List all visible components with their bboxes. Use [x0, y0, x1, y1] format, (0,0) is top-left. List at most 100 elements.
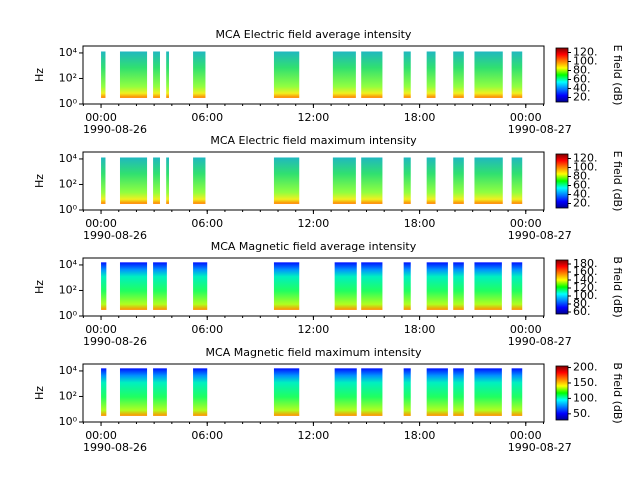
data-block: [474, 262, 502, 310]
colorbar-tick-label: 120.: [573, 46, 598, 59]
x-tick-label: 06:00: [191, 429, 223, 442]
data-block: [119, 262, 148, 310]
y-tick-label: 10⁰: [59, 309, 78, 322]
data-block: [332, 157, 356, 204]
data-block: [273, 157, 300, 204]
colorbar-label: E field (dB): [611, 151, 624, 212]
x-date-label: 1990-08-26: [83, 335, 147, 348]
panel-title: MCA Magnetic field average intensity: [211, 240, 417, 253]
colorbar: [555, 365, 569, 421]
data-block: [453, 157, 464, 204]
panel-title: MCA Electric field average intensity: [216, 28, 412, 41]
data-block: [474, 157, 503, 204]
data-block: [453, 262, 464, 310]
y-axis-label: Hz: [33, 386, 46, 400]
data-block: [453, 368, 464, 416]
data-block: [426, 368, 448, 416]
colorbar-tick-label: 180.: [573, 257, 598, 270]
colorbar-tick-label: 100.: [573, 55, 598, 68]
data-block: [426, 51, 436, 98]
colorbar-tick-label: 100.: [573, 289, 598, 302]
colorbar-tick-label: 160.: [573, 265, 598, 278]
y-tick-label: 10⁴: [59, 258, 78, 271]
data-block: [511, 368, 523, 416]
data-block: [153, 262, 167, 310]
colorbar-tick-label: 80.: [573, 64, 591, 77]
y-tick-label: 10²: [59, 389, 77, 402]
data-block: [153, 157, 160, 204]
colorbar: [555, 259, 569, 315]
y-tick-label: 10²: [59, 177, 77, 190]
data-block: [334, 368, 357, 416]
x-tick-label: 12:00: [298, 111, 330, 124]
colorbar-tick-label: 140.: [573, 273, 598, 286]
data-block: [119, 368, 148, 416]
colorbar-tick-label: 120.: [573, 152, 598, 165]
data-block: [453, 51, 464, 98]
x-tick-label: 00:00: [85, 323, 117, 336]
colorbar-tick-label: 60.: [573, 305, 591, 318]
data-block: [403, 262, 411, 310]
data-block: [511, 51, 523, 98]
x-date-label: 1990-08-27: [508, 335, 572, 348]
data-block: [361, 51, 383, 98]
x-tick-label: 12:00: [298, 217, 330, 230]
data-block: [101, 262, 107, 310]
x-tick-label: 00:00: [510, 111, 542, 124]
data-block: [426, 157, 436, 204]
y-axis-label: Hz: [33, 68, 46, 82]
x-tick-label: 06:00: [191, 111, 223, 124]
y-tick-label: 10⁴: [59, 152, 78, 165]
data-block: [474, 51, 503, 98]
x-tick-label: 00:00: [510, 323, 542, 336]
data-block: [193, 368, 208, 416]
data-block: [119, 157, 148, 204]
y-tick-label: 10⁴: [59, 364, 78, 377]
data-block: [474, 368, 502, 416]
x-date-label: 1990-08-26: [83, 229, 147, 242]
colorbar-tick-label: 50.: [573, 407, 591, 420]
x-tick-label: 06:00: [191, 217, 223, 230]
colorbar: [555, 47, 569, 103]
colorbar-tick-label: 120.: [573, 281, 598, 294]
panel-title: MCA Electric field maximum intensity: [210, 134, 417, 147]
colorbar-label: E field (dB): [611, 45, 624, 106]
x-date-label: 1990-08-27: [508, 441, 572, 454]
data-block: [101, 51, 106, 98]
colorbar-tick-label: 80.: [573, 297, 591, 310]
data-block: [101, 157, 106, 204]
data-block: [193, 262, 208, 310]
colorbar-tick-label: 200.: [573, 361, 598, 374]
y-tick-label: 10²: [59, 71, 77, 84]
x-tick-label: 00:00: [85, 429, 117, 442]
colorbar-tick-label: 150.: [573, 376, 598, 389]
x-tick-label: 00:00: [510, 217, 542, 230]
data-block: [511, 262, 523, 310]
data-block: [361, 157, 383, 204]
y-tick-label: 10⁴: [59, 46, 78, 59]
x-date-label: 1990-08-27: [508, 123, 572, 136]
data-block: [334, 262, 357, 310]
colorbar-label: B field (dB): [611, 362, 624, 423]
data-block: [403, 157, 411, 204]
colorbar-tick-label: 60.: [573, 73, 591, 86]
data-block: [166, 157, 170, 204]
colorbar-tick-label: 60.: [573, 179, 591, 192]
data-block: [403, 51, 411, 98]
data-block: [273, 262, 300, 310]
y-tick-label: 10²: [59, 283, 77, 296]
x-tick-label: 18:00: [404, 217, 436, 230]
y-tick-label: 10⁰: [59, 97, 78, 110]
y-tick-label: 10⁰: [59, 415, 78, 428]
colorbar: [555, 153, 569, 209]
data-block: [361, 262, 383, 310]
colorbar-tick-label: 100.: [573, 391, 598, 404]
data-block: [426, 262, 448, 310]
colorbar-tick-label: 80.: [573, 170, 591, 183]
x-tick-label: 18:00: [404, 429, 436, 442]
colorbar-tick-label: 40.: [573, 82, 591, 95]
data-block: [403, 368, 411, 416]
data-block: [193, 157, 206, 204]
data-block: [361, 368, 383, 416]
